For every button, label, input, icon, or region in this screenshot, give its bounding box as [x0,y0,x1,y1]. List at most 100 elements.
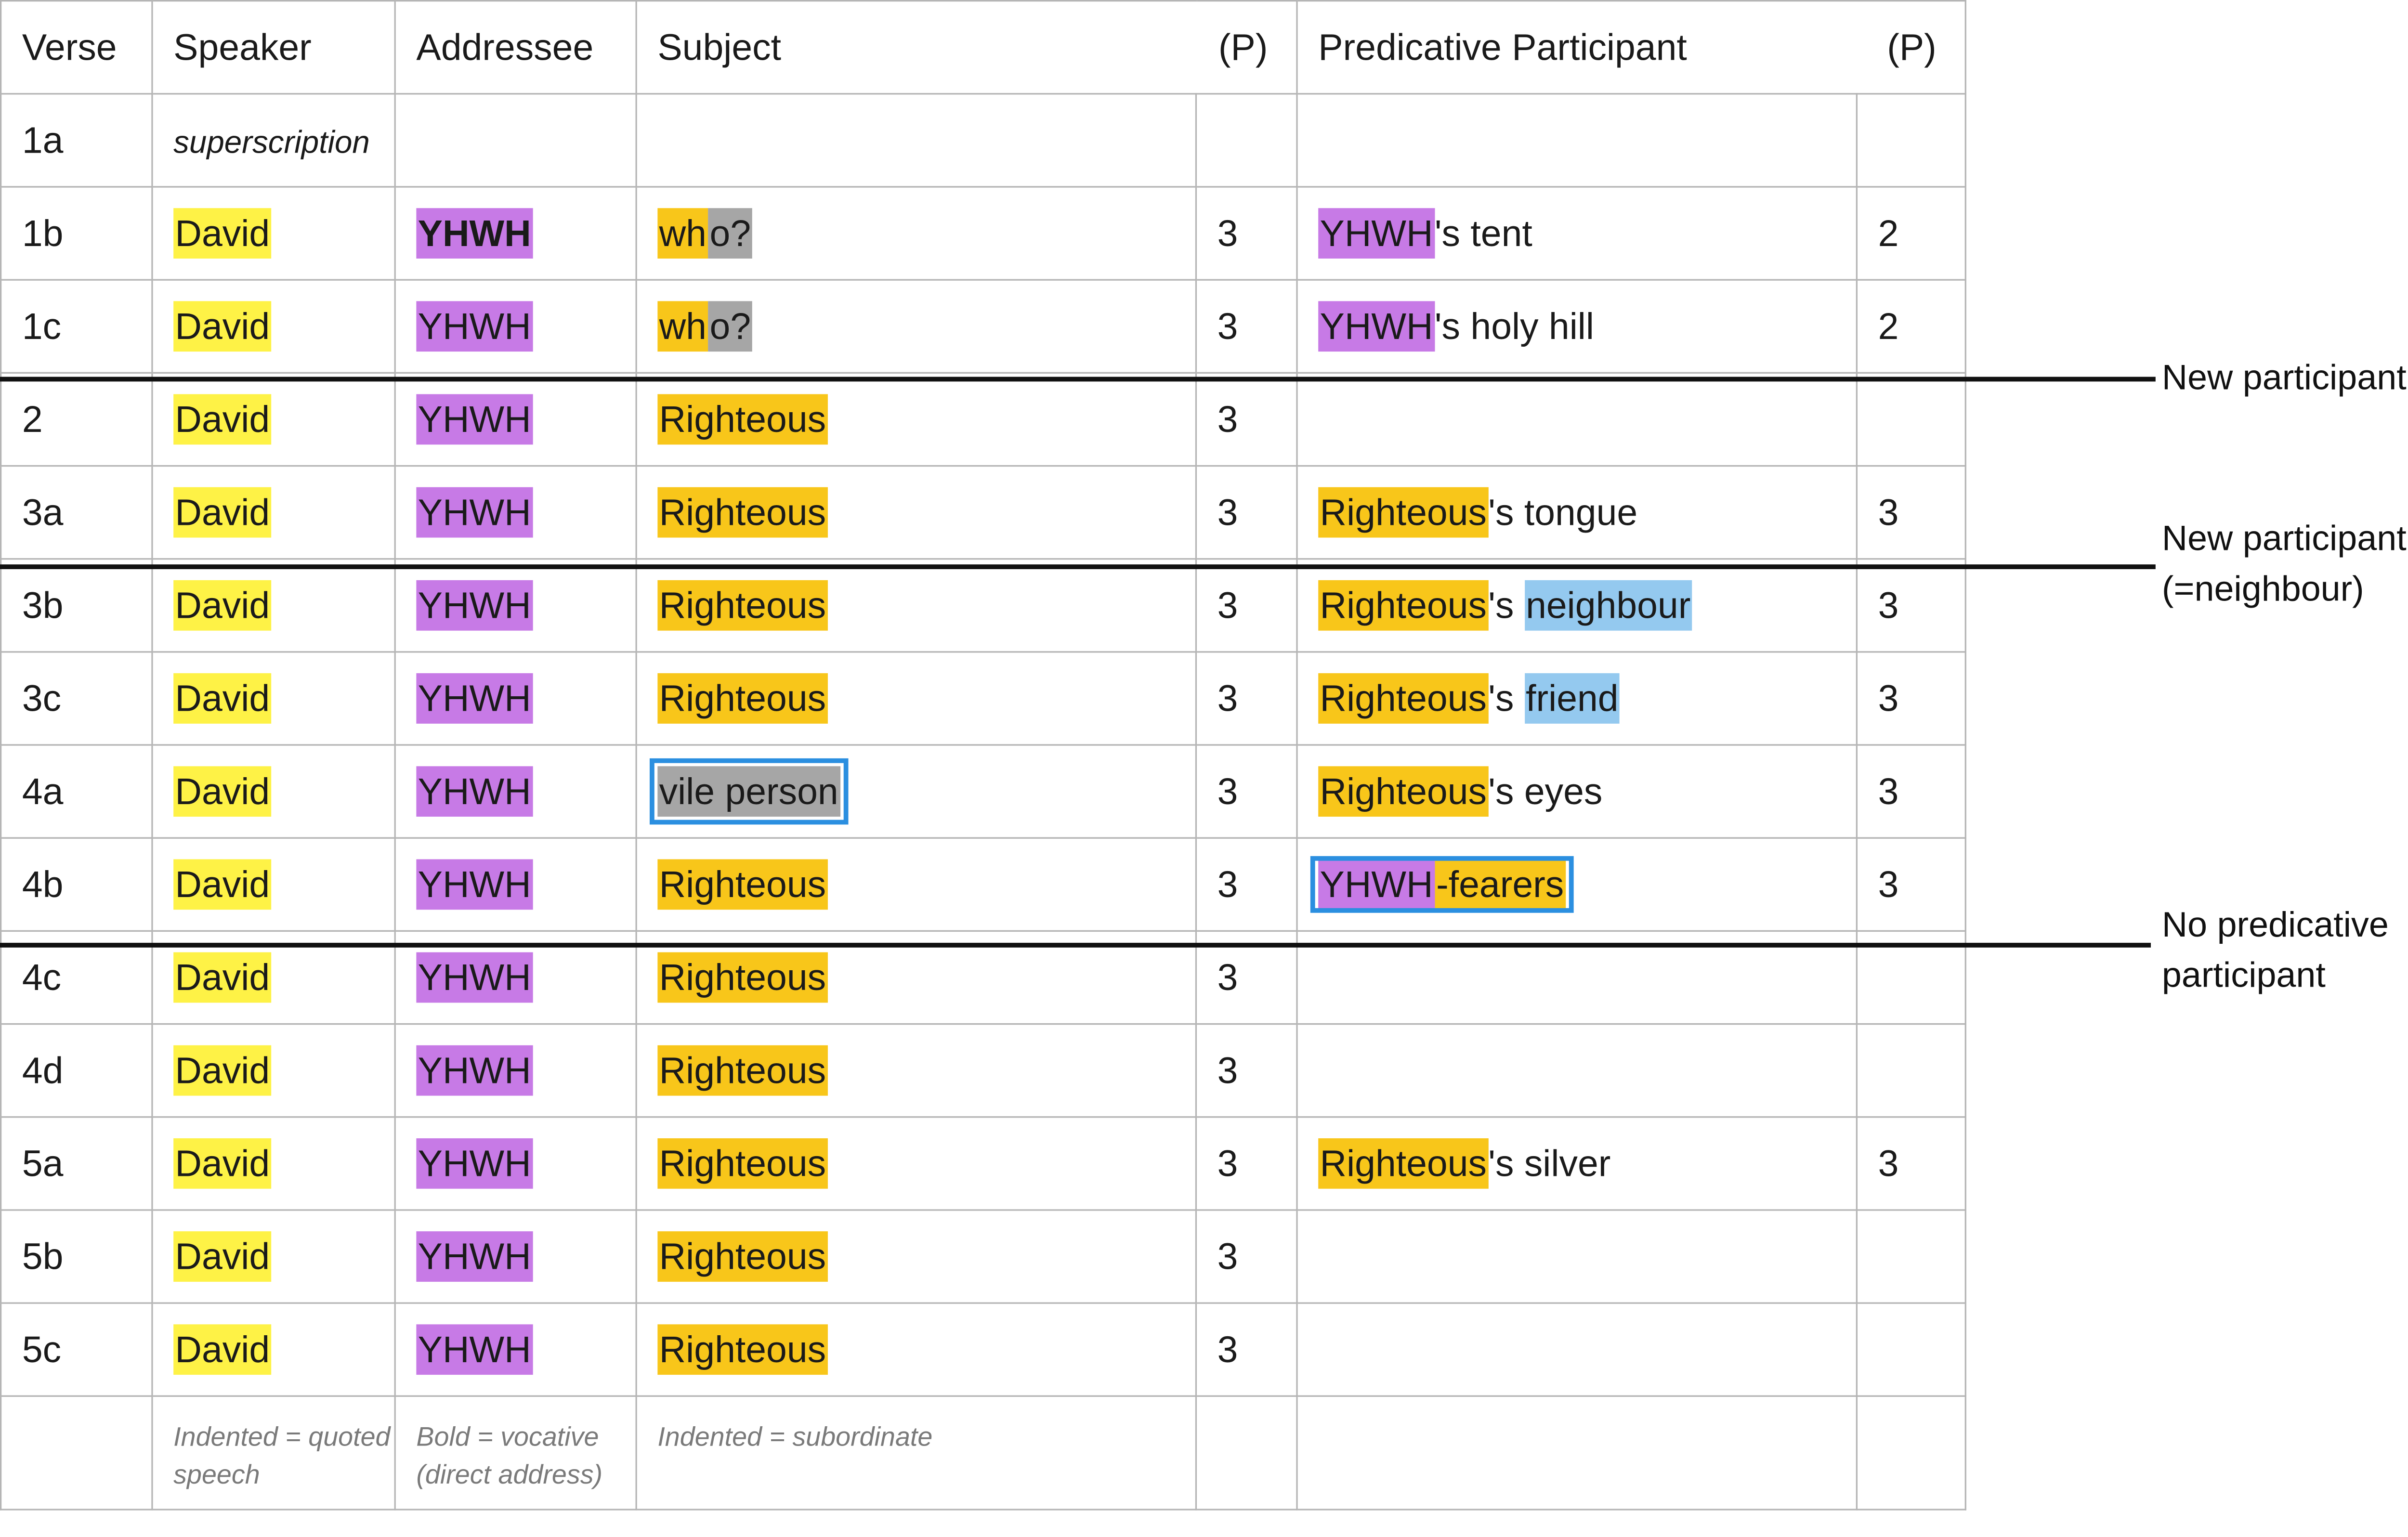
addressee-cell: YHWH [394,1023,637,1118]
table-row: 1c David YHWH wh o? 3 YHWH's holy hill 2 [0,279,1966,374]
addressee-cell: YHWH [394,186,637,281]
predicative-p-cell: 2 [1856,279,1966,374]
subject-cell: Righteous [635,1302,1197,1397]
annotation-new-participant: New participant [2162,353,2407,404]
addressee-cell: YHWH [394,279,637,374]
table-row: 5b David YHWH Righteous 3 [0,1209,1966,1304]
verse-cell: 5c [0,1302,153,1397]
verse-cell: 2 [0,372,153,467]
predicative-cell: Righteous's silver [1296,1116,1858,1211]
annotation-text: New participant [2161,519,2407,559]
subject-vile-person: vile person [650,757,848,824]
subject-p-cell: 3 [1195,1023,1298,1118]
header-predicative-cell: Predicative Participant (P) [1296,0,1966,95]
speaker-cell: David [151,837,396,932]
predicative-p-cell: 3 [1856,558,1966,653]
legend-row: Indented = quoted speech Bold = vocative… [0,1395,1966,1511]
header-subject-cell: Subject (P) [635,0,1298,95]
annotation-text: New participant [2161,358,2407,398]
predicative-righteous: Righteous [1318,1137,1489,1188]
subject-cell: Righteous [635,651,1197,746]
speaker-cell: David [151,1116,396,1211]
header-subject: Subject [657,26,782,67]
speaker-cell: David [151,1023,396,1118]
predicative-cell: Righteous's tongue [1296,465,1858,560]
predicative-p-cell: 3 [1856,744,1966,839]
subject-p-cell: 3 [1195,1302,1298,1397]
verse-cell: 4d [0,1023,153,1118]
addressee-cell: YHWH [394,1116,637,1211]
predicative-p-cell [1856,1209,1966,1304]
predicative-p-cell: 3 [1856,465,1966,560]
predicative-cell: YHWH -fearers [1296,837,1858,932]
predicative-friend: friend [1524,672,1620,723]
predicative-p-cell: 3 [1856,837,1966,932]
predicative-yhwh: YHWH [1318,207,1435,258]
predicative-yhwh-fearers: YHWH -fearers [1310,855,1573,912]
verse-cell: 5a [0,1116,153,1211]
subject-righteous: Righteous [657,579,828,630]
subject-cell: Righteous [635,1209,1197,1304]
table-row: 5c David YHWH Righteous 3 [0,1302,1966,1397]
speaker-david: David [173,672,272,723]
addressee-yhwh: YHWH [416,858,533,909]
subject-cell: Righteous [635,1116,1197,1211]
verse-cell: 3a [0,465,153,560]
verse-cell: 3c [0,651,153,746]
predicative-fearers: -fearers [1434,858,1566,909]
subject-p-cell: 3 [1195,558,1298,653]
addressee-cell: YHWH [394,558,637,653]
speaker-cell: David [151,651,396,746]
addressee-yhwh: YHWH [416,1044,533,1095]
annotation-text: (=neighbour) [2161,569,2364,609]
predicative-cell [1296,1209,1858,1304]
addressee-yhwh: YHWH [416,951,533,1002]
addressee-cell: YHWH [394,837,637,932]
speaker-cell: David [151,744,396,839]
predicative-cell: YHWH's holy hill [1296,279,1858,374]
table-row: 4d David YHWH Righteous 3 [0,1023,1966,1118]
verse-cell: 3b [0,558,153,653]
predicative-cell: YHWH's tent [1296,186,1858,281]
speaker-david: David [173,1044,272,1095]
predicative-cell [1296,372,1858,467]
table-row: 4b David YHWH Righteous 3 YHWH -fearers 3 [0,837,1966,932]
speaker-cell: David [151,558,396,653]
subject-p-cell: 3 [1195,372,1298,467]
subject-who-part2: o? [708,207,753,258]
table-row: 4a David YHWH vile person 3 Righteous's … [0,744,1966,839]
divider-line-1 [0,377,2156,382]
header-addressee: Addressee [394,0,637,95]
subject-righteous: Righteous [657,1323,828,1374]
speaker-david: David [173,207,272,258]
speaker-david: David [173,858,272,909]
subject-righteous: Righteous [657,393,828,444]
addressee-yhwh: YHWH [416,765,533,816]
table-row: 5a David YHWH Righteous 3 Righteous's si… [0,1116,1966,1211]
legend-verse-cell [0,1395,153,1511]
subject-cell: wh o? [635,279,1197,374]
predicative-text: 's silver [1488,1142,1611,1184]
verse-cell: 1b [0,186,153,281]
legend-addressee-note: Bold = vocative (direct address) [416,1422,603,1490]
predicative-righteous: Righteous [1318,486,1489,537]
subject-who-part2: o? [708,300,753,351]
speaker-cell: David [151,279,396,374]
addressee-cell: YHWH [394,372,637,467]
subject-p-cell: 3 [1195,744,1298,839]
subject-righteous: Righteous [657,858,828,909]
predicative-righteous: Righteous [1318,579,1489,630]
predicative-text: 's tongue [1488,491,1638,533]
legend-subject-note: Indented = subordinate [657,1422,933,1452]
subject-righteous: Righteous [657,1137,828,1188]
addressee-cell [394,93,637,188]
predicative-text: 's [1488,677,1524,718]
table-row: 3a David YHWH Righteous 3 Righteous's to… [0,465,1966,560]
predicative-yhwh: YHWH [1318,300,1435,351]
legend-speaker-note: Indented = quoted speech [173,1422,391,1490]
table-row: 3c David YHWH Righteous 3 Righteous's fr… [0,651,1966,746]
speaker-cell: David [151,186,396,281]
legend-predicative-p-cell [1856,1395,1966,1511]
subject-p-cell: 3 [1195,1209,1298,1304]
